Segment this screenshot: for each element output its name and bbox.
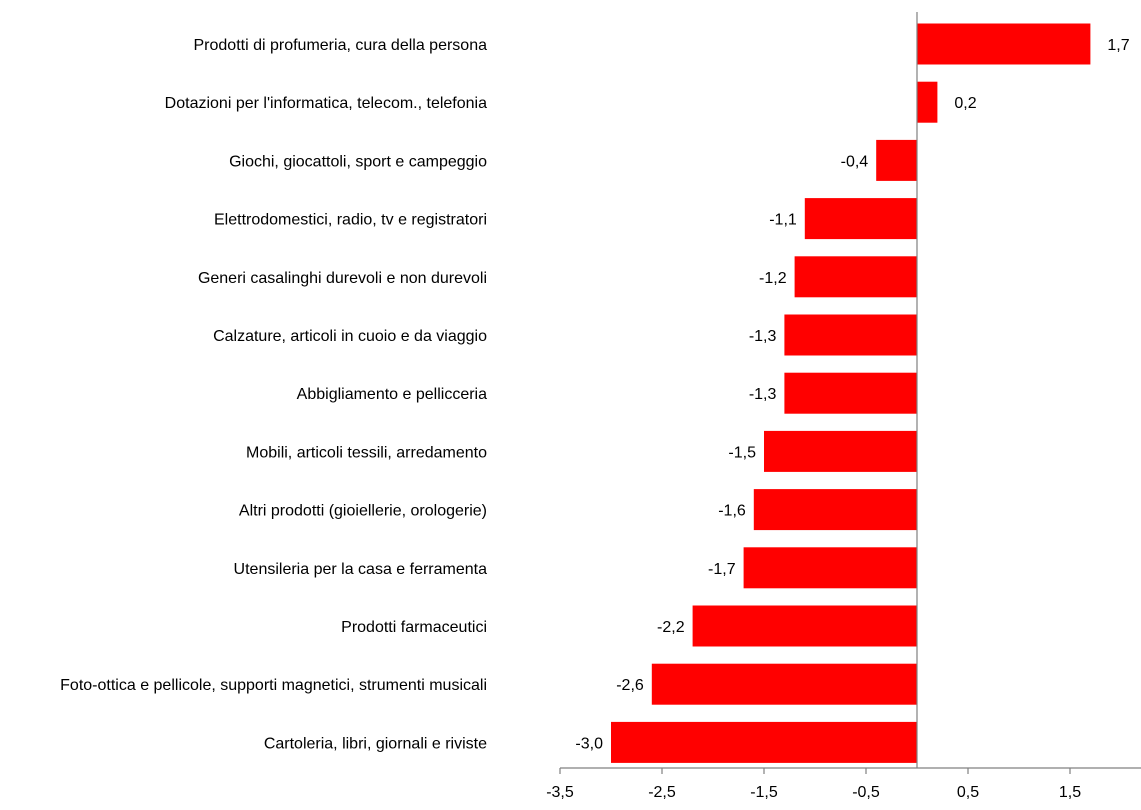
bar xyxy=(804,198,917,240)
x-tick-label: -0,5 xyxy=(852,784,880,801)
category-label: Generi casalinghi durevoli e non durevol… xyxy=(198,270,487,287)
category-label: Abbigliamento e pellicceria xyxy=(297,386,487,403)
bars-layer xyxy=(611,23,1091,763)
bar xyxy=(917,23,1091,65)
axes-layer: -3,5 -2,5 -1,5 -0,5 0,5 1,5 xyxy=(546,12,1141,801)
x-tick-label: -3,5 xyxy=(546,784,574,801)
data-label: -1,2 xyxy=(759,270,787,287)
bar xyxy=(651,663,917,705)
bar xyxy=(743,547,917,589)
category-label: Calzature, articoli in cuoio e da viaggi… xyxy=(213,328,487,345)
category-label: Cartoleria, libri, giornali e riviste xyxy=(264,735,487,752)
bar xyxy=(876,139,917,181)
bar xyxy=(764,430,917,472)
bar xyxy=(794,256,917,298)
x-tick-label: 0,5 xyxy=(957,784,979,801)
category-label: Prodotti farmaceutici xyxy=(341,619,487,636)
category-label: Elettrodomestici, radio, tv e registrato… xyxy=(214,212,487,229)
data-label: -1,1 xyxy=(769,212,797,229)
category-label: Utensileria per la casa e ferramenta xyxy=(234,561,488,578)
data-label: -1,3 xyxy=(749,328,777,345)
bar xyxy=(753,489,917,531)
x-tick-label: -2,5 xyxy=(648,784,676,801)
bar xyxy=(784,372,917,414)
data-label: -2,6 xyxy=(616,677,644,694)
bar xyxy=(692,605,917,647)
bar xyxy=(917,81,938,123)
category-label: Prodotti di profumeria, cura della perso… xyxy=(194,37,488,54)
category-label: Dotazioni per l'informatica, telecom., t… xyxy=(165,95,487,112)
labels-layer: Prodotti di profumeria, cura della perso… xyxy=(60,37,1130,752)
category-label: Mobili, articoli tessili, arredamento xyxy=(246,444,487,461)
bar xyxy=(611,721,917,763)
category-label: Foto-ottica e pellicole, supporti magnet… xyxy=(60,677,487,694)
data-label: -2,2 xyxy=(657,619,685,636)
data-label: -3,0 xyxy=(575,735,603,752)
data-label: -1,7 xyxy=(708,561,736,578)
bar xyxy=(784,314,917,356)
data-label: 1,7 xyxy=(1107,37,1129,54)
x-tick-label: 1,5 xyxy=(1059,784,1081,801)
data-label: -1,6 xyxy=(718,503,746,520)
data-label: -1,5 xyxy=(728,444,756,461)
category-label: Giochi, giocattoli, sport e campeggio xyxy=(229,153,487,170)
x-tick-label: -1,5 xyxy=(750,784,778,801)
data-label: -0,4 xyxy=(841,153,869,170)
data-label: 0,2 xyxy=(954,95,976,112)
category-label: Altri prodotti (gioiellerie, orologerie) xyxy=(239,503,487,520)
data-label: -1,3 xyxy=(749,386,777,403)
